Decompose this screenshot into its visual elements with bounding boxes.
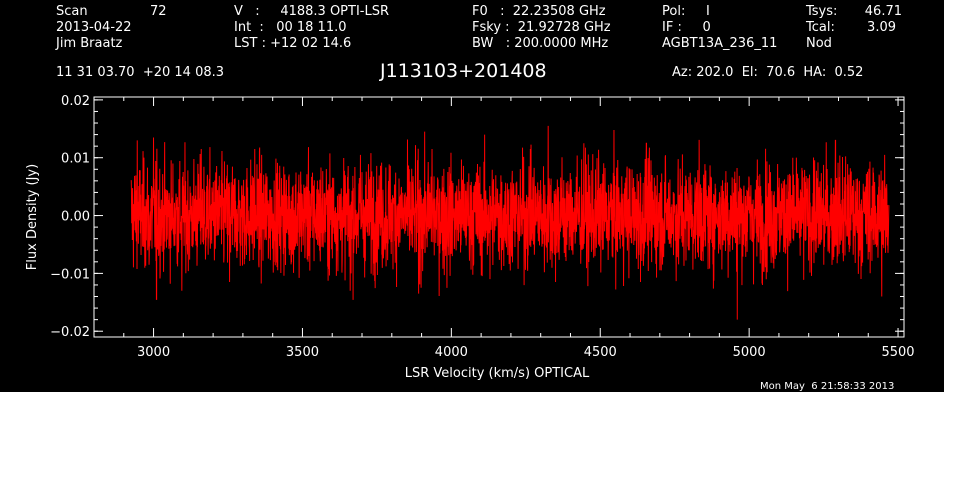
polarization-line: Pol: I xyxy=(662,4,710,19)
x-tick-label: 5000 xyxy=(733,345,766,360)
plot-window: −0.02 −0.01 0.00 0.01 0.02 3000 3500 4000 4500 5… xyxy=(0,0,944,392)
plot-frame xyxy=(93,96,905,338)
spectrum-line xyxy=(130,125,890,320)
tsys-label: Tsys: xyxy=(806,4,838,19)
lst-line: LST : +12 02 14.6 xyxy=(234,36,352,51)
bandwidth-line: BW : 200.0000 MHz xyxy=(472,36,609,51)
tcal-label: Tcal: xyxy=(806,20,835,35)
x-axis-label: LSR Velocity (km/s) OPTICAL xyxy=(405,366,590,381)
project-id: AGBT13A_236_11 xyxy=(662,36,778,51)
if-line: IF : 0 xyxy=(662,20,711,35)
spectrum-plot: −0.02 −0.01 0.00 0.01 0.02 3000 3500 4000 4500 5… xyxy=(25,94,915,381)
y-tick-labels: −0.02 −0.01 0.00 0.01 0.02 xyxy=(50,94,90,340)
y-tick-label: 0.00 xyxy=(61,210,90,225)
sky-freq-line: Fsky : 21.92728 GHz xyxy=(472,20,611,35)
obs-mode: Nod xyxy=(806,36,832,51)
source-coordinates: 11 31 03.70 +20 14 08.3 xyxy=(56,65,225,80)
axis-ticks xyxy=(93,97,904,337)
pointing-info: Az: 202.0 El: 70.6 HA: 0.52 xyxy=(672,65,864,80)
observer-name: Jim Braatz xyxy=(56,36,123,51)
scan-value: 72 xyxy=(150,4,167,19)
y-tick-label: −0.02 xyxy=(50,325,90,340)
plot-timestamp: Mon May 6 21:58:33 2013 xyxy=(760,381,895,392)
source-name: J113103+201408 xyxy=(380,60,547,82)
y-tick-label: 0.02 xyxy=(61,94,90,109)
tsys-value: 46.71 xyxy=(864,4,902,19)
x-tick-label: 3000 xyxy=(137,345,170,360)
obs-date: 2013-04-22 xyxy=(56,20,132,35)
x-tick-labels: 3000 3500 4000 4500 5000 5500 xyxy=(137,345,915,360)
tcal-value: 3.09 xyxy=(867,20,896,35)
x-tick-label: 4500 xyxy=(584,345,617,360)
y-tick-label: 0.01 xyxy=(61,152,90,167)
integration-line: Int : 00 18 11.0 xyxy=(234,20,347,35)
x-tick-label: 5500 xyxy=(881,345,914,360)
velocity-line: V : 4188.3 OPTI-LSR xyxy=(234,4,390,19)
x-tick-label: 4000 xyxy=(435,345,468,360)
spectrum-trace xyxy=(130,125,890,320)
x-tick-label: 3500 xyxy=(286,345,319,360)
rest-freq-line: F0 : 22.23508 GHz xyxy=(472,4,606,19)
y-axis-label: Flux Density (Jy) xyxy=(25,164,40,270)
y-tick-label: −0.01 xyxy=(50,267,90,282)
scan-label: Scan xyxy=(56,4,88,19)
